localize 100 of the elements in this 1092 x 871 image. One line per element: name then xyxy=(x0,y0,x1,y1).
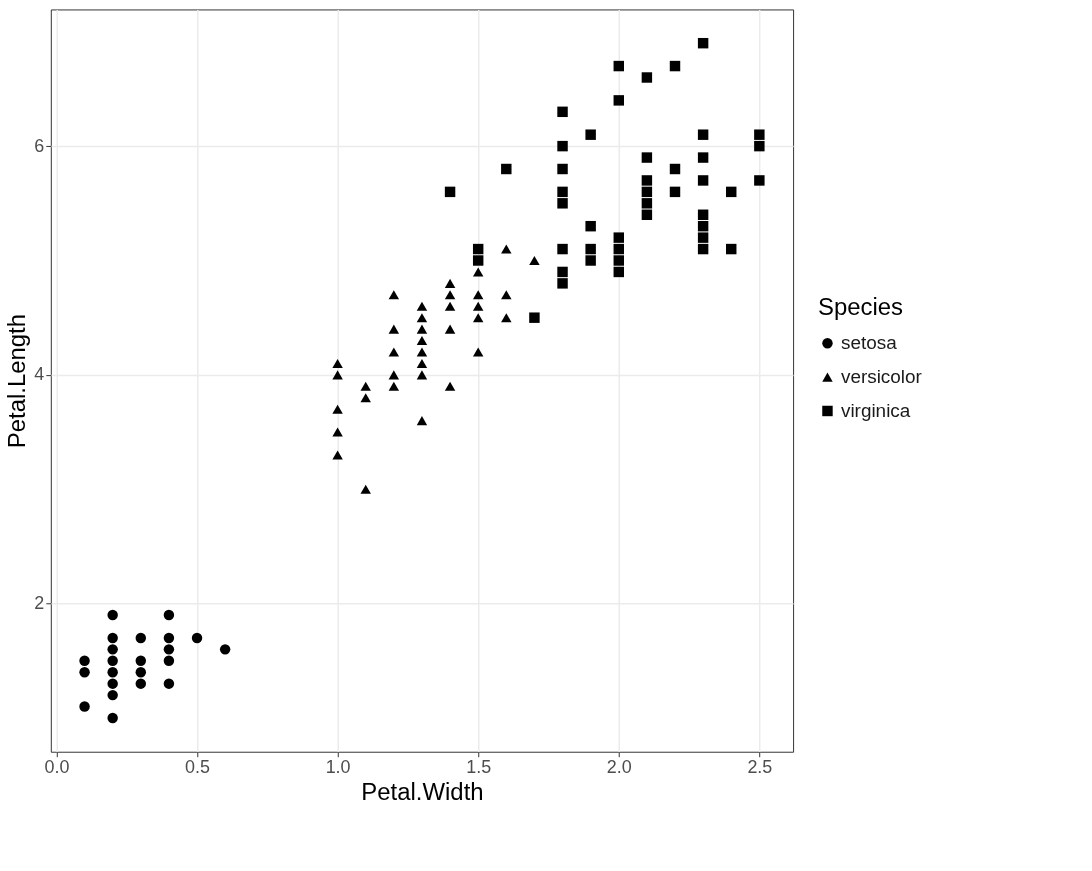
point xyxy=(669,60,681,72)
point xyxy=(135,655,147,667)
point xyxy=(557,266,568,278)
point xyxy=(388,381,400,391)
point xyxy=(416,336,428,346)
point xyxy=(79,667,90,678)
point xyxy=(697,37,709,49)
point xyxy=(107,712,118,724)
point xyxy=(669,186,681,198)
point xyxy=(416,324,428,334)
point xyxy=(613,243,624,255)
point xyxy=(754,129,765,140)
point xyxy=(163,632,175,644)
point xyxy=(444,324,456,334)
point xyxy=(501,163,512,175)
point xyxy=(641,72,653,83)
point xyxy=(332,404,343,414)
point xyxy=(79,701,90,712)
point xyxy=(557,163,568,175)
point xyxy=(585,255,596,266)
point xyxy=(726,243,737,255)
point xyxy=(163,678,175,689)
point xyxy=(585,243,596,255)
point xyxy=(360,484,371,494)
point xyxy=(135,678,147,689)
point xyxy=(613,255,624,266)
point xyxy=(641,175,653,186)
point xyxy=(163,644,175,655)
point xyxy=(641,209,653,220)
point xyxy=(360,381,371,391)
point xyxy=(388,324,400,334)
point xyxy=(135,667,147,678)
point xyxy=(416,416,428,426)
point xyxy=(107,689,118,701)
point xyxy=(557,198,568,209)
point xyxy=(444,186,456,198)
point xyxy=(754,140,765,152)
point xyxy=(472,290,484,300)
x-tick-label: 0.5 xyxy=(185,757,210,778)
point xyxy=(472,313,484,323)
point xyxy=(444,381,456,391)
point xyxy=(416,301,428,311)
point xyxy=(332,427,343,437)
point xyxy=(613,266,624,278)
point xyxy=(697,152,709,163)
point xyxy=(529,255,540,266)
point xyxy=(416,370,428,380)
point xyxy=(697,209,709,220)
point xyxy=(501,290,512,300)
point xyxy=(360,393,371,403)
point xyxy=(641,186,653,198)
point xyxy=(332,370,343,380)
point xyxy=(388,290,400,300)
point xyxy=(107,632,118,644)
point xyxy=(332,358,343,368)
point xyxy=(472,243,484,255)
x-axis-title: Petal.Width xyxy=(361,778,484,806)
point xyxy=(472,347,484,357)
point xyxy=(585,220,596,232)
x-tick-label: 2.0 xyxy=(606,757,632,778)
point xyxy=(219,644,231,655)
point xyxy=(697,129,709,140)
point xyxy=(557,243,568,255)
point xyxy=(669,163,681,175)
point xyxy=(135,632,147,644)
point xyxy=(107,667,118,678)
point xyxy=(191,632,203,644)
point xyxy=(613,95,624,106)
y-tick-label: 4 xyxy=(34,364,45,385)
point xyxy=(107,644,118,655)
point xyxy=(332,450,343,460)
point xyxy=(79,655,90,667)
point xyxy=(163,609,175,621)
point xyxy=(444,301,456,311)
point xyxy=(754,175,765,186)
y-axis-title: Petal.Length xyxy=(3,313,31,449)
point xyxy=(529,312,540,323)
x-tick-label: 1.0 xyxy=(325,757,351,778)
point xyxy=(388,347,400,357)
point xyxy=(444,278,456,288)
point xyxy=(501,313,512,323)
point xyxy=(416,313,428,323)
point xyxy=(697,243,709,255)
point xyxy=(697,175,709,186)
legend-label: setosa xyxy=(840,332,898,354)
point xyxy=(416,347,428,357)
point xyxy=(472,301,484,311)
point xyxy=(472,255,484,266)
point xyxy=(613,232,624,243)
point xyxy=(107,655,118,667)
point xyxy=(557,278,568,289)
point xyxy=(585,129,596,140)
point xyxy=(388,370,400,380)
point xyxy=(613,60,624,72)
x-tick-label: 1.5 xyxy=(466,757,492,778)
point xyxy=(557,140,568,152)
point xyxy=(557,186,568,198)
x-tick-label: 2.5 xyxy=(747,757,773,778)
legend-label: versicolor xyxy=(840,366,922,388)
x-tick-label: 0.0 xyxy=(44,757,70,778)
